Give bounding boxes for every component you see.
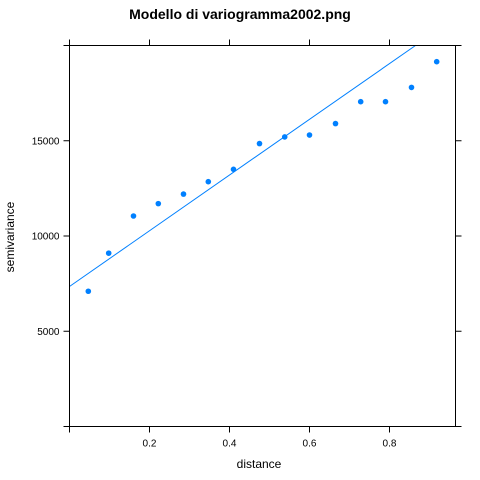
data-point	[256, 140, 263, 147]
y-axis-label: semivariance	[3, 201, 17, 272]
data-point	[105, 250, 112, 256]
x-tick-label: 0.2	[143, 439, 157, 450]
plot-frame	[69, 45, 456, 427]
data-point	[205, 178, 212, 185]
y-tick-label: 15000	[32, 136, 60, 147]
chart-title: Modello di variogramma2002.png	[129, 6, 351, 22]
x-axis-label: distance	[237, 457, 282, 471]
fitted-model-line	[69, 45, 416, 287]
x-tick-label: 0.6	[303, 439, 317, 450]
data-point	[155, 200, 162, 207]
y-tick-label: 10000	[32, 232, 60, 243]
data-point	[85, 288, 92, 295]
data-point	[332, 120, 339, 127]
y-tick-label: 5000	[37, 327, 60, 338]
x-tick-label: 0.8	[383, 439, 397, 450]
x-tick-label: 0.4	[223, 439, 237, 450]
data-point	[180, 191, 187, 197]
data-point	[230, 166, 237, 173]
data-point	[281, 134, 288, 140]
points-layer	[85, 58, 440, 295]
data-point	[130, 213, 137, 219]
data-point	[357, 98, 364, 105]
data-point	[408, 84, 415, 91]
data-point	[433, 58, 440, 65]
data-point	[382, 98, 389, 105]
axis-ticks: 0.2 0.4 0.6 0.8 5000 10000 15000	[32, 39, 462, 450]
fit-line-layer	[69, 45, 416, 287]
data-point	[306, 132, 313, 138]
